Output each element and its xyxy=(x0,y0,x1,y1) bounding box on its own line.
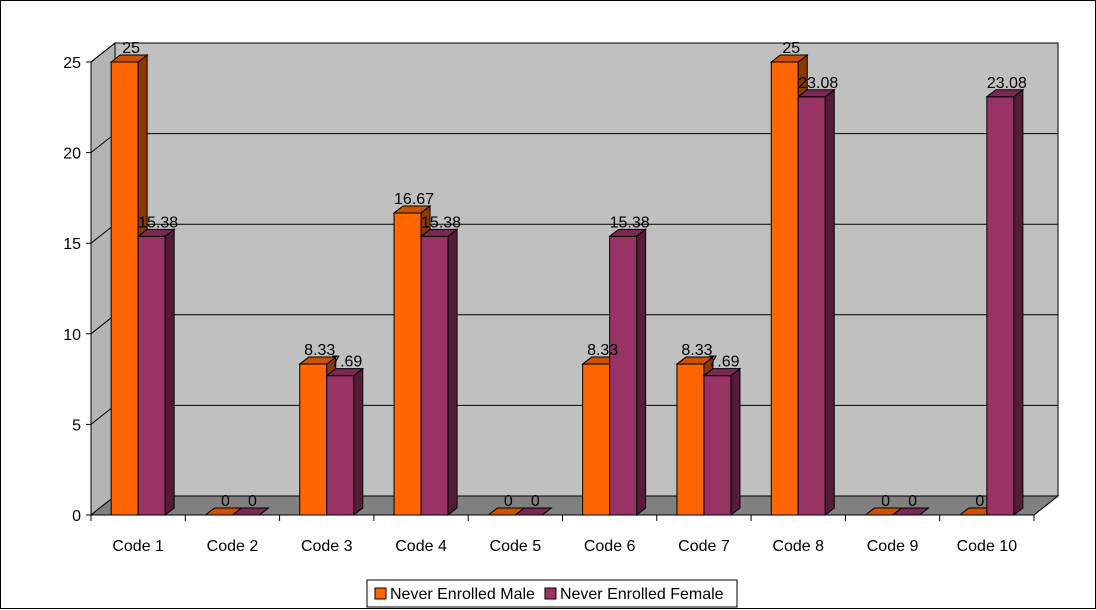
y-tick-label: 0 xyxy=(72,508,81,525)
bar xyxy=(796,88,836,517)
legend: Never Enrolled Male Never Enrolled Female xyxy=(366,579,738,608)
bar xyxy=(608,228,648,517)
bar-front xyxy=(609,235,638,516)
bar-front xyxy=(797,96,826,516)
bar xyxy=(325,367,365,517)
bar-front xyxy=(326,375,355,516)
bar xyxy=(513,507,553,516)
legend-swatch xyxy=(374,587,387,600)
bars xyxy=(109,53,1025,517)
bar-side xyxy=(636,228,647,517)
x-tick-label: Code 9 xyxy=(867,538,919,555)
y-tick-label: 15 xyxy=(63,236,81,253)
bar xyxy=(419,228,459,517)
bar-front xyxy=(299,363,328,516)
bar-side xyxy=(353,367,364,517)
bar-front xyxy=(393,212,422,516)
data-label: 16.67 xyxy=(394,191,434,208)
gridline xyxy=(90,42,1058,63)
bar xyxy=(985,88,1025,517)
bar-front xyxy=(420,235,449,516)
plot-walls xyxy=(89,41,1060,517)
data-label: 8.33 xyxy=(304,342,335,359)
bar-top xyxy=(325,368,365,377)
bar-top xyxy=(608,228,648,237)
bar-top xyxy=(513,507,553,516)
x-tick-label: Code 10 xyxy=(957,538,1018,555)
y-tick-label: 25 xyxy=(63,55,81,72)
bar xyxy=(702,367,742,517)
data-label: 0 xyxy=(531,493,540,510)
data-label: 15.38 xyxy=(421,214,461,231)
data-label: 15.38 xyxy=(610,214,650,231)
data-label: 7.69 xyxy=(331,354,362,371)
bar xyxy=(230,507,270,516)
bar-side xyxy=(824,88,835,517)
bar-top xyxy=(796,89,836,98)
bar-top xyxy=(769,54,809,63)
bar-top xyxy=(109,54,149,63)
bar-front xyxy=(110,61,139,516)
bar-top xyxy=(392,205,432,214)
x-tick-label: Code 4 xyxy=(395,538,447,555)
y-tick-label: 10 xyxy=(63,327,81,344)
data-label: 8.33 xyxy=(587,342,618,359)
x-tick-label: Code 1 xyxy=(112,538,164,555)
bar-top xyxy=(298,356,338,365)
data-label: 15.38 xyxy=(138,214,178,231)
data-label: 0 xyxy=(221,493,230,510)
bar-top xyxy=(230,507,270,516)
x-tick-label: Code 7 xyxy=(678,538,730,555)
data-label: 8.33 xyxy=(681,342,712,359)
bar-side xyxy=(1013,88,1024,517)
data-label: 23.08 xyxy=(987,75,1027,92)
bar-front xyxy=(986,96,1015,516)
bar-top xyxy=(985,89,1025,98)
bar-top xyxy=(702,368,742,377)
bar-side xyxy=(730,367,741,517)
data-label: 0 xyxy=(908,493,917,510)
x-tick-label: Code 5 xyxy=(490,538,542,555)
bar-top xyxy=(891,507,931,516)
data-label: 0 xyxy=(881,493,890,510)
bar xyxy=(891,507,931,516)
y-tick-label: 5 xyxy=(72,417,81,434)
legend-swatch xyxy=(544,587,557,600)
bar-side xyxy=(447,228,458,517)
bar xyxy=(136,228,176,517)
x-tick-label: Code 6 xyxy=(584,538,636,555)
data-label: 25 xyxy=(782,40,800,57)
bar-side xyxy=(164,228,175,517)
legend-label: Never Enrolled Male xyxy=(390,586,535,603)
data-label: 23.08 xyxy=(798,75,838,92)
x-tick-label: Code 2 xyxy=(207,538,259,555)
data-label: 0 xyxy=(504,493,513,510)
data-labels: 25 0 8.33 16.67 0 8.33 8.33 25 0 0 15.38 0 7.69 15.38… xyxy=(122,40,1027,510)
bar-top xyxy=(419,228,459,237)
data-label: 0 xyxy=(975,493,984,510)
bar-front xyxy=(770,61,799,516)
bar-front xyxy=(137,235,166,516)
x-tick-label: Code 8 xyxy=(772,538,824,555)
legend-label: Never Enrolled Female xyxy=(560,586,724,603)
y-tick-label: 20 xyxy=(63,146,81,163)
axes: 0 5 10 15 20 25 Code 1 Code 2 Code 3 Code 4 Code 5… xyxy=(63,55,1035,555)
bar-front xyxy=(582,363,611,516)
x-tick-label: Code 3 xyxy=(301,538,353,555)
bar-top xyxy=(675,356,715,365)
bar-front xyxy=(676,363,705,516)
bar-top xyxy=(136,228,176,237)
bar-front xyxy=(703,375,732,516)
data-label: 0 xyxy=(248,493,257,510)
data-label: 25 xyxy=(122,40,140,57)
data-label: 7.69 xyxy=(708,354,739,371)
